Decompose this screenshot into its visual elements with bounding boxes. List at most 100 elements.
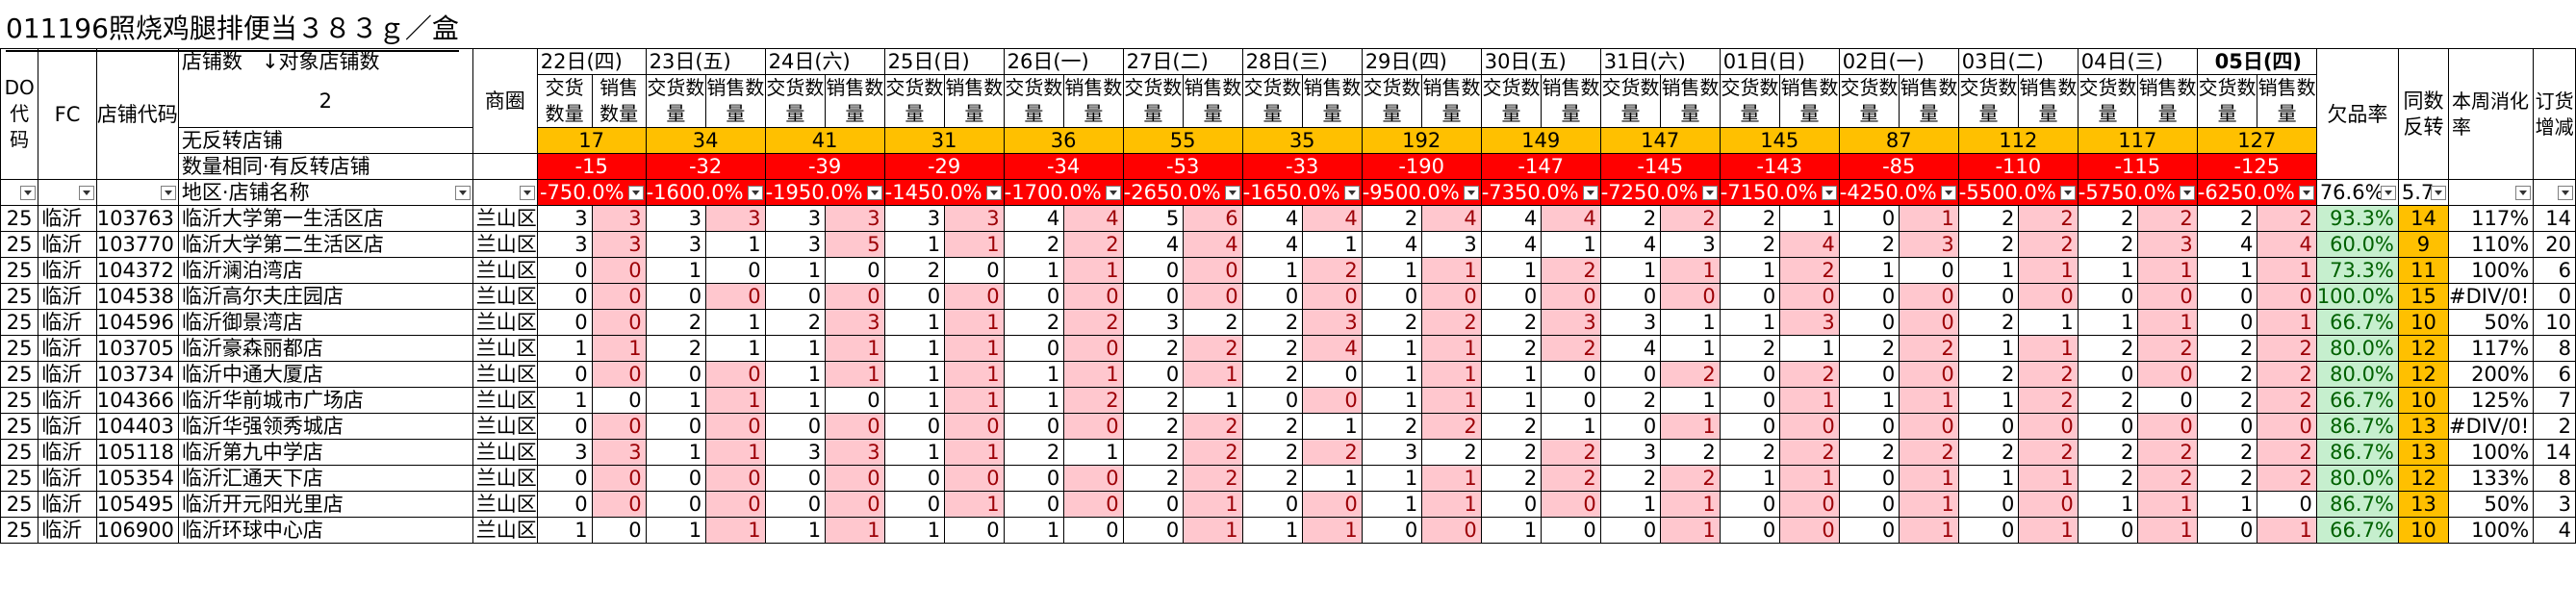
cell-sales: 2 bbox=[1063, 387, 1124, 414]
filter-dropdown-date[interactable] bbox=[1701, 186, 1718, 200]
cell-delivery: 1 bbox=[1241, 257, 1304, 284]
cell-delivery: 0 bbox=[1838, 309, 1900, 336]
filter-dropdown-date[interactable] bbox=[2298, 186, 2314, 200]
cell-sales: 3 bbox=[1779, 309, 1840, 336]
cell-store-code: 105118 bbox=[95, 439, 179, 466]
cell-delivery: 1 bbox=[1480, 257, 1543, 284]
table-row[interactable]: 25 临沂 105495 临沂开元阳光里店 兰山区 0 0 0 0 0 0 0 1 0 0 0 1 0 0 1 1 0 0 1… bbox=[0, 491, 2576, 518]
cell-delivery: 1 bbox=[1241, 517, 1304, 544]
filter-cell-date: -7150.0% bbox=[1719, 179, 1840, 206]
cell-delivery: 0 bbox=[1838, 283, 1900, 310]
same-count-value: -85 bbox=[1838, 153, 1959, 180]
cell-sales: 4 bbox=[1302, 335, 1363, 362]
table-row[interactable]: 25 临沂 104366 临沂华前城市广场店 兰山区 1 0 1 1 1 0 1 1 1 2 2 1 0 0 1 1 1 0… bbox=[0, 387, 2576, 414]
cell-sales: 1 bbox=[825, 361, 885, 388]
cell-delivery: 1 bbox=[645, 387, 707, 414]
table-row[interactable]: 25 临沂 103763 临沂大学第一生活区店 兰山区 3 3 3 3 3 3 3 3 4 4 5 6 4 4 2 4 4… bbox=[0, 205, 2576, 232]
filter-dropdown-district[interactable] bbox=[519, 186, 535, 200]
cell-sales: 3 bbox=[1421, 231, 1482, 258]
filter-dropdown-date[interactable] bbox=[2059, 186, 2076, 200]
filter-cell bbox=[2533, 179, 2576, 206]
cell-sales: 3 bbox=[825, 439, 885, 466]
cell-delivery: 1 bbox=[1003, 257, 1065, 284]
cell-sales: 1 bbox=[825, 517, 885, 544]
cell-delivery: 1 bbox=[645, 439, 707, 466]
cell-delivery: 0 bbox=[1361, 517, 1423, 544]
cell-sales: 1 bbox=[944, 335, 1005, 362]
cell-sales: 2 bbox=[1541, 465, 1601, 492]
table-row[interactable]: 25 临沂 103770 临沂大学第二生活区店 兰山区 3 3 3 1 3 5 1 1 2 2 4 4 4 1 4 3 4… bbox=[0, 231, 2576, 258]
cell-sales: 1 bbox=[1302, 517, 1363, 544]
filter-dropdown-order[interactable] bbox=[2558, 186, 2573, 200]
cell-delivery: 1 bbox=[1361, 361, 1423, 388]
cell-sales: 0 bbox=[1899, 283, 1959, 310]
filter-dropdown-rate[interactable] bbox=[2380, 186, 2396, 200]
filter-dropdown-date[interactable] bbox=[747, 186, 763, 200]
filter-dropdown-do-code[interactable] bbox=[20, 186, 37, 200]
filter-cell-date: -5750.0% bbox=[2077, 179, 2198, 206]
table-row[interactable]: 25 临沂 103734 临沂中通大厦店 兰山区 0 0 0 0 1 1 1 1 1 1 0 1 2 0 1 1 1 0 0 2… bbox=[0, 361, 2576, 388]
cell-sales: 1 bbox=[2257, 257, 2317, 284]
cell-delivery: 1 bbox=[1957, 387, 2020, 414]
cell-delivery: 2 bbox=[1480, 309, 1543, 336]
table-row[interactable]: 25 临沂 103705 临沂豪森丽都店 兰山区 1 1 2 1 1 1 1 1 0 0 2 2 2 4 1 1 2 2 4 1… bbox=[0, 335, 2576, 362]
filter-dropdown-same[interactable] bbox=[2431, 186, 2447, 200]
table-row[interactable]: 25 临沂 104596 临沂御景湾店 兰山区 0 0 2 1 2 3 1 1 2 2 3 2 2 3 2 2 2 3 3 1 1… bbox=[0, 309, 2576, 336]
cell-delivery: 3 bbox=[536, 205, 593, 232]
filter-dropdown-store-code[interactable] bbox=[160, 186, 176, 200]
cell-sales: 0 bbox=[2257, 413, 2317, 440]
filter-dropdown-date[interactable] bbox=[1224, 186, 1240, 200]
filter-dropdown-consumption[interactable] bbox=[2515, 186, 2532, 200]
cell-store-name: 临沂豪森丽都店 bbox=[177, 335, 473, 362]
cell-order-change: 0 bbox=[2533, 283, 2576, 310]
date-header: 29日(四) bbox=[1361, 48, 1482, 75]
cell-delivery: 0 bbox=[1122, 257, 1185, 284]
table-row[interactable]: 25 临沂 106900 临沂环球中心店 兰山区 1 0 1 1 1 1 1 0 1 0 0 1 1 1 0 0 1 0 0 1… bbox=[0, 517, 2576, 544]
cell-delivery: 2 bbox=[764, 309, 827, 336]
filter-dropdown-date[interactable] bbox=[866, 186, 882, 200]
no-reverse-value: 147 bbox=[1599, 127, 1721, 154]
date-header: 26日(一) bbox=[1003, 48, 1124, 75]
cell-sales: 5 bbox=[825, 231, 885, 258]
no-reverse-value: 34 bbox=[645, 127, 766, 154]
filter-dropdown-date[interactable] bbox=[1105, 186, 1121, 200]
filter-dropdown-date[interactable] bbox=[1343, 186, 1360, 200]
cell-delivery: 2 bbox=[1241, 361, 1304, 388]
filter-dropdown-date[interactable] bbox=[1582, 186, 1598, 200]
cell-same-reverse: 12 bbox=[2397, 361, 2450, 388]
filter-dropdown-date[interactable] bbox=[1940, 186, 1956, 200]
cell-delivery: 0 bbox=[1599, 283, 1662, 310]
table-row[interactable]: 25 临沂 104403 临沂华强领秀城店 兰山区 0 0 0 0 0 0 0 0 0 0 2 2 2 1 2 2 2 1 0… bbox=[0, 413, 2576, 440]
filter-dropdown-region-store[interactable] bbox=[454, 186, 471, 200]
filter-value: -1450.0% bbox=[884, 181, 982, 204]
cell-store-name: 临沂华前城市广场店 bbox=[177, 387, 473, 414]
cell-delivery: 2 bbox=[1003, 231, 1065, 258]
cell-sales: 1 bbox=[2257, 309, 2317, 336]
filter-dropdown-date[interactable] bbox=[1821, 186, 1837, 200]
filter-dropdown-date[interactable] bbox=[1463, 186, 1479, 200]
filter-dropdown-fc[interactable] bbox=[78, 186, 94, 200]
cell-sales: 1 bbox=[944, 387, 1005, 414]
cell-delivery: 2 bbox=[2077, 205, 2139, 232]
cell-sales: 0 bbox=[2137, 413, 2198, 440]
cell-district: 兰山区 bbox=[472, 439, 538, 466]
table-row[interactable]: 25 临沂 104538 临沂高尔夫庄园店 兰山区 0 0 0 0 0 0 0 0 0 0 0 0 0 0 0 0 0 0 0… bbox=[0, 283, 2576, 310]
cell-out-of-stock-rate: 73.3% bbox=[2315, 257, 2399, 284]
filter-value: -7250.0% bbox=[1600, 181, 1698, 204]
table-row[interactable]: 25 临沂 104372 临沂澜泊湾店 兰山区 0 0 1 0 1 0 2 0 1 1 0 0 1 2 1 1 1 2 1 1 1… bbox=[0, 257, 2576, 284]
table-row[interactable]: 25 临沂 105118 临沂第九中学店 兰山区 3 3 1 1 3 3 1 1 2 1 2 2 2 2 3 2 2 2 3 2… bbox=[0, 439, 2576, 466]
cell-weekly-consumption: 200% bbox=[2448, 361, 2535, 388]
table-row[interactable]: 25 临沂 105354 临沂汇通天下店 兰山区 0 0 0 0 0 0 0 0 0 0 2 2 2 1 1 1 2 2 2 2… bbox=[0, 465, 2576, 492]
cell-district: 兰山区 bbox=[472, 491, 538, 518]
cell-delivery: 2 bbox=[1599, 465, 1662, 492]
cell-delivery: 2 bbox=[1957, 231, 2020, 258]
cell-sales: 0 bbox=[1899, 361, 1959, 388]
filter-dropdown-date[interactable] bbox=[2179, 186, 2195, 200]
cell-sales: 0 bbox=[1541, 491, 1601, 518]
filter-dropdown-date[interactable] bbox=[627, 186, 644, 200]
cell-sales: 0 bbox=[1183, 257, 1243, 284]
cell-delivery: 2 bbox=[1241, 439, 1304, 466]
cell-sales: 1 bbox=[2257, 517, 2317, 544]
filter-dropdown-date[interactable] bbox=[985, 186, 1002, 200]
cell-fc: 临沂 bbox=[38, 361, 97, 388]
